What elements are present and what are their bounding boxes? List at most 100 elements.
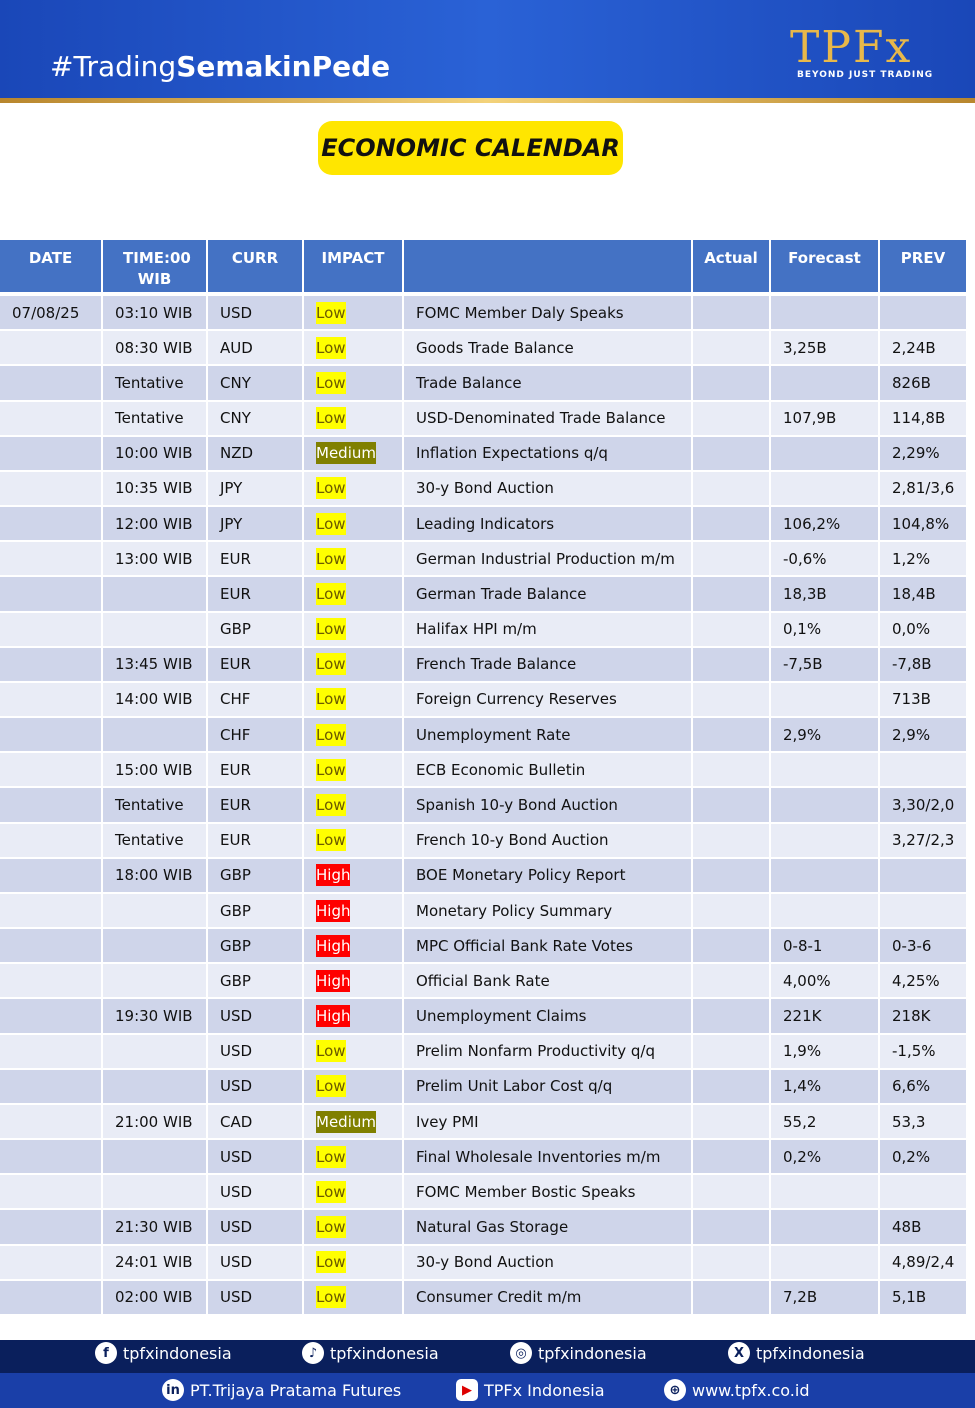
impact-label: High [316,934,351,957]
table-cell: 02:00 WIB [103,1280,206,1314]
table-cell [0,753,101,787]
table-cell: Low [304,612,402,646]
table-cell: Prelim Nonfarm Productivity q/q [404,1034,691,1068]
table-cell: Medium [304,436,402,470]
table-cell: Low [304,718,402,752]
table-cell: French 10-y Bond Auction [404,823,691,857]
hashtag-bold: SemakinPede [176,50,391,83]
table-cell: 13:45 WIB [103,647,206,681]
impact-label: Low [316,1075,346,1098]
table-cell: -7,8B [880,647,966,681]
impact-label: Low [316,301,346,324]
table-cell: EUR [208,542,302,576]
impact-label: Low [316,371,346,394]
table-cell [693,893,769,928]
table-cell: 4,89/2,4 [880,1245,966,1279]
gold-line [0,98,975,103]
header-cell: PREV [880,240,966,292]
impact-label: Low [316,793,346,816]
table-cell: 221K [771,999,878,1033]
table-cell: Tentative [103,788,206,822]
table-cell: NZD [208,436,302,470]
table-cell: USD [208,1140,302,1174]
table-cell: 21:00 WIB [103,1104,206,1139]
table-cell: Low [304,1175,402,1209]
table-cell: 2,9% [771,718,878,752]
table-cell [771,366,878,400]
table-cell: German Industrial Production m/m [404,542,691,576]
impact-label: Low [316,1040,346,1063]
table-cell: High [304,999,402,1033]
table-cell: 2,9% [880,718,966,752]
table-cell: 03:10 WIB [103,296,206,330]
table-cell [771,788,878,822]
table-cell: 30-y Bond Auction [404,1245,691,1279]
table-cell: CNY [208,366,302,400]
table-cell: Low [304,542,402,576]
table-cell: 30-y Bond Auction [404,471,691,506]
table-cell [103,1034,206,1068]
table-cell [0,612,101,646]
table-cell: 15:00 WIB [103,753,206,787]
table-cell: USD [208,1034,302,1068]
table-cell [0,1175,101,1209]
impact-label: Low [316,1180,346,1203]
table-cell [0,682,101,717]
table-cell: Low [304,1280,402,1314]
table-cell: Low [304,1034,402,1068]
table-cell: Low [304,471,402,506]
table-cell: 0,2% [771,1140,878,1174]
hashtag: #TradingSemakinPede [50,50,390,83]
table-cell: 18:00 WIB [103,858,206,892]
impact-label: Low [316,582,346,605]
impact-label: Low [316,653,346,676]
table-cell [0,1280,101,1314]
table-cell: GBP [208,893,302,928]
table-cell: Low [304,296,402,330]
header-cell: DATE [0,240,101,292]
table-cell [771,471,878,506]
website-url: www.tpfx.co.id [692,1380,810,1400]
table-cell: -1,5% [880,1034,966,1068]
table-cell [103,893,206,928]
table-cell: 53,3 [880,1104,966,1139]
table-cell: -7,5B [771,647,878,681]
table-cell [771,823,878,857]
table-cell [103,612,206,646]
instagram[interactable]: ◎ tpfxindonesia [510,1342,647,1364]
header-cell [404,240,691,292]
table-cell [0,1104,101,1139]
table-cell [0,366,101,400]
table-cell [880,1175,966,1209]
table-cell: EUR [208,788,302,822]
table-cell: Low [304,366,402,400]
youtube[interactable]: ▶ TPFx Indonesia [456,1379,605,1401]
table-cell [880,753,966,787]
table-cell: CHF [208,718,302,752]
table-cell: High [304,893,402,928]
table-cell [771,1210,878,1244]
facebook[interactable]: f tpfxindonesia [95,1342,232,1364]
table-cell: USD [208,1175,302,1209]
table-cell: 6,6% [880,1069,966,1103]
tiktok[interactable]: ♪ tpfxindonesia [302,1342,439,1364]
impact-label: High [316,864,351,887]
table-cell [0,1069,101,1103]
table-cell: Low [304,647,402,681]
table-cell [693,331,769,365]
table-cell [693,401,769,435]
table-cell [880,858,966,892]
table-cell: 114,8B [880,401,966,435]
table-cell: 0-3-6 [880,929,966,963]
table-cell: 104,8% [880,507,966,541]
impact-label: Low [316,407,346,430]
table-cell [693,577,769,611]
header-cell: TIME:00 WIB [103,240,206,292]
table-cell: 106,2% [771,507,878,541]
table-cell [103,718,206,752]
table-cell: Halifax HPI m/m [404,612,691,646]
linkedin[interactable]: in PT.Trijaya Pratama Futures [162,1379,401,1401]
website[interactable]: ⊕ www.tpfx.co.id [664,1379,809,1401]
